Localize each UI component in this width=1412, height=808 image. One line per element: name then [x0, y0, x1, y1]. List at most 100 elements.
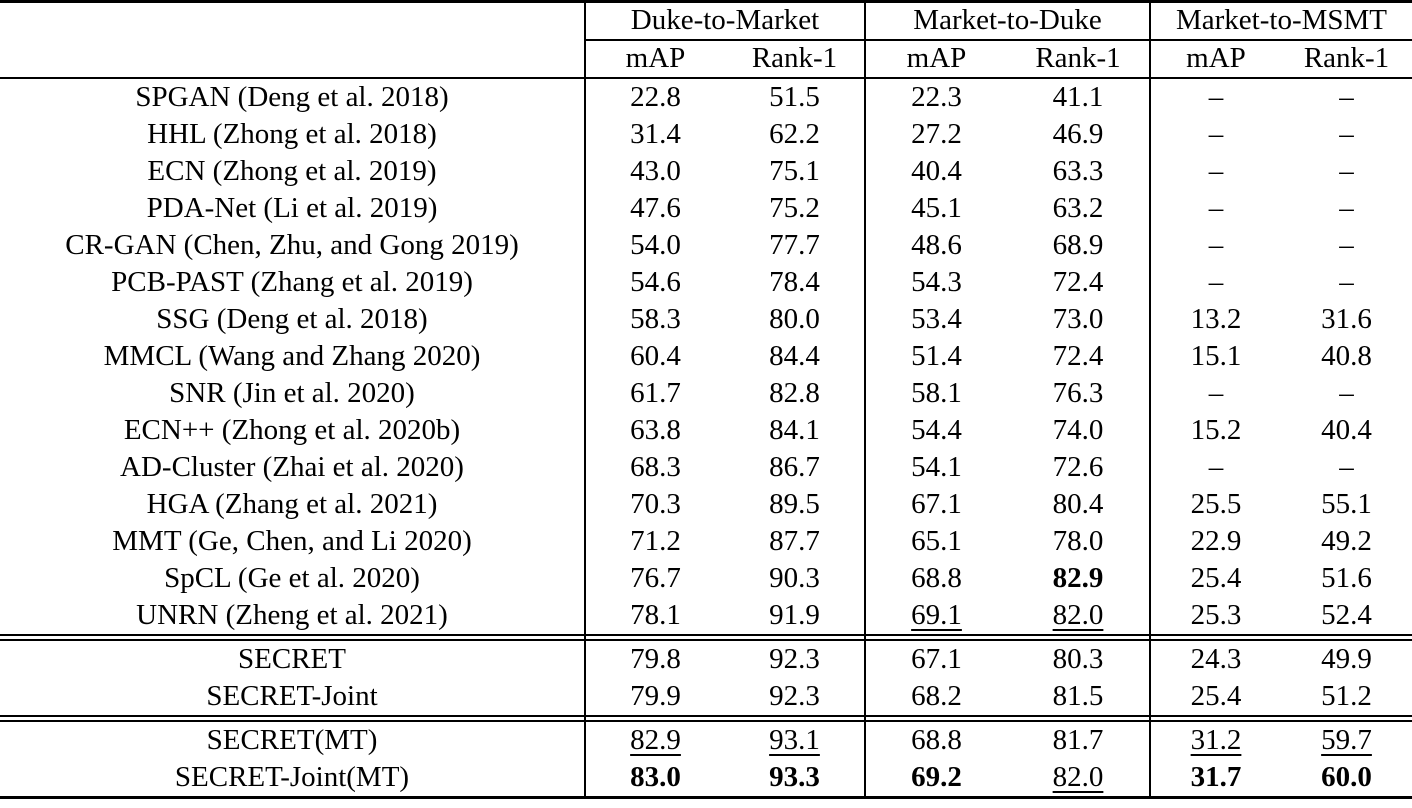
value-cell: 61.7	[584, 375, 725, 412]
table-row: PCB-PAST (Zhang et al. 2019) 54.6 78.4 54.3…	[0, 264, 1412, 301]
metric-value: 72.6	[1052, 450, 1104, 483]
metric-value: 25.3	[1190, 598, 1242, 631]
value-cell: 52.4	[1281, 597, 1412, 635]
metric-value: 27.2	[911, 117, 962, 150]
metric-value: 68.2	[911, 679, 962, 712]
metric-value: 54.0	[630, 228, 681, 261]
metric-value: 58.1	[911, 376, 962, 409]
metric-value: 49.2	[1321, 524, 1372, 557]
table-row: SNR (Jin et al. 2020) 61.7 82.8 58.1 76.3 – –	[0, 375, 1412, 412]
metric-value: 24.3	[1190, 642, 1242, 675]
metric-value: 52.4	[1321, 598, 1372, 631]
separator-cell	[0, 715, 585, 722]
metric-value: 60.4	[630, 339, 681, 372]
value-cell: 41.1	[1007, 78, 1150, 116]
value-cell: –	[1149, 375, 1281, 412]
metric-value: 82.8	[769, 376, 820, 409]
value-cell: 53.4	[864, 301, 1007, 338]
method-cell: SPGAN (Deng et al. 2018)	[135, 80, 449, 113]
sub-header-map: mAP	[864, 40, 1007, 79]
value-cell: 58.1	[864, 375, 1007, 412]
missing-value: –	[1208, 117, 1224, 150]
metric-value: 68.8	[911, 561, 962, 594]
table-row: SECRET-Joint(MT) 83.0 93.3 69.2 82.0 31.7 60.0	[0, 759, 1412, 798]
value-cell: 78.1	[584, 597, 725, 635]
value-cell: –	[1281, 449, 1412, 486]
metric-value: 68.3	[630, 450, 681, 483]
separator-cell	[864, 634, 1007, 641]
metric-value: 43.0	[630, 154, 681, 187]
value-cell: 81.5	[1007, 678, 1150, 716]
value-cell: –	[1281, 375, 1412, 412]
value-cell: 25.5	[1149, 486, 1281, 523]
value-cell: 13.2	[1149, 301, 1281, 338]
sub-header-rank1: Rank-1	[1281, 40, 1412, 79]
metric-value: 92.3	[769, 642, 820, 675]
value-cell: 67.1	[864, 640, 1007, 678]
separator-cell	[1281, 715, 1412, 722]
metric-value: 25.4	[1190, 679, 1242, 712]
metric-value: 51.4	[911, 339, 962, 372]
value-cell: 40.8	[1281, 338, 1412, 375]
value-cell: 82.9	[584, 721, 725, 759]
missing-value: –	[1208, 80, 1224, 113]
metric-value: 70.3	[630, 487, 681, 520]
metric-value: 46.9	[1052, 117, 1104, 150]
table-row: SPGAN (Deng et al. 2018) 22.8 51.5 22.3 41.1…	[0, 78, 1412, 116]
value-cell: –	[1149, 116, 1281, 153]
value-cell: –	[1281, 264, 1412, 301]
missing-value: –	[1339, 80, 1354, 113]
method-cell: SECRET-Joint	[206, 679, 378, 712]
metric-value: 41.1	[1052, 80, 1104, 113]
metric-value: 22.3	[911, 80, 962, 113]
metric-value: 31.7	[1190, 760, 1242, 793]
metric-value: 40.8	[1321, 339, 1372, 372]
value-cell: 54.0	[584, 227, 725, 264]
col-group-market-to-msmt: Market-to-MSMT	[1149, 1, 1412, 41]
metric-value: 82.0	[1052, 760, 1104, 793]
value-cell: 25.4	[1149, 560, 1281, 597]
method-cell: HHL (Zhong et al. 2018)	[147, 117, 437, 150]
value-cell: 68.8	[864, 560, 1007, 597]
value-cell: 22.9	[1149, 523, 1281, 560]
value-cell: –	[1281, 153, 1412, 190]
table-row: SpCL (Ge et al. 2020) 76.7 90.3 68.8 82.9 25.…	[0, 560, 1412, 597]
metric-value: 69.1	[911, 598, 962, 631]
value-cell: 77.7	[725, 227, 865, 264]
method-cell: ECN (Zhong et al. 2019)	[147, 154, 437, 187]
sub-header-row: mAP Rank-1 mAP Rank-1 mAP Rank-1	[0, 40, 1412, 79]
metric-value: 45.1	[911, 191, 962, 224]
value-cell: 43.0	[584, 153, 725, 190]
method-cell: AD-Cluster (Zhai et al. 2020)	[120, 450, 464, 483]
missing-value: –	[1208, 228, 1224, 261]
value-cell: –	[1149, 264, 1281, 301]
method-cell: MMCL (Wang and Zhang 2020)	[103, 339, 481, 372]
separator-cell	[725, 715, 865, 722]
metric-value: 81.5	[1052, 679, 1104, 712]
metric-value: 71.2	[630, 524, 681, 557]
metric-value: 25.5	[1190, 487, 1242, 520]
value-cell: 47.6	[584, 190, 725, 227]
metric-value: 65.1	[911, 524, 962, 557]
metric-value: 75.1	[769, 154, 820, 187]
metric-value: 89.5	[769, 487, 820, 520]
metric-value: 22.8	[630, 80, 681, 113]
value-cell: 31.4	[584, 116, 725, 153]
metric-value: 74.0	[1052, 413, 1104, 446]
method-cell: SECRET	[238, 642, 346, 675]
metric-value: 59.7	[1321, 723, 1372, 756]
value-cell: –	[1281, 78, 1412, 116]
metric-value: 73.0	[1052, 302, 1104, 335]
value-cell: –	[1149, 449, 1281, 486]
value-cell: 93.1	[725, 721, 865, 759]
method-cell: ECN++ (Zhong et al. 2020b)	[123, 413, 461, 446]
value-cell: 51.2	[1281, 678, 1412, 716]
value-cell: 75.1	[725, 153, 865, 190]
metric-value: 68.8	[911, 723, 962, 756]
metric-value: 92.3	[769, 679, 820, 712]
metric-value: 81.7	[1052, 723, 1104, 756]
missing-value: –	[1208, 154, 1224, 187]
value-cell: 22.3	[864, 78, 1007, 116]
value-cell: 82.0	[1007, 759, 1150, 798]
sub-header-map: mAP	[1149, 40, 1281, 79]
